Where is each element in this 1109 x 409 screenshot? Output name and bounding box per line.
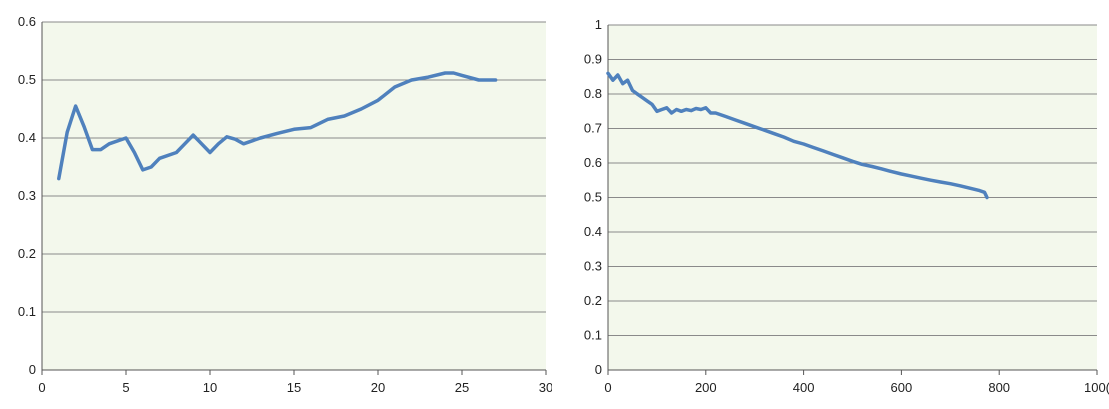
x-tick-label: 100( [1084, 380, 1109, 395]
y-tick-label: 0.7 [584, 121, 602, 136]
x-tick-label: 15 [287, 380, 301, 395]
x-tick-label: 200 [695, 380, 717, 395]
y-tick-label: 0.2 [18, 246, 36, 261]
x-tick-label: 10 [203, 380, 217, 395]
x-tick-label: 5 [122, 380, 129, 395]
x-tick-label: 400 [793, 380, 815, 395]
series-line [57, 71, 498, 181]
x-tick-label: 0 [38, 380, 45, 395]
y-tick-label: 0.5 [18, 72, 36, 87]
y-tick-label: 0.4 [18, 130, 36, 145]
x-tick-label: 0 [604, 380, 611, 395]
right-chart-svg: 0 0.1 0.2 0.3 0.4 0.5 0.6 0.7 0.8 0.9 1 0 200 400 600 8… [584, 17, 1109, 395]
x-tick-label: 30 [539, 380, 552, 395]
y-tick-label: 0.1 [584, 328, 602, 343]
x-tick-label: 600 [891, 380, 913, 395]
y-tick-label: 0 [29, 362, 36, 377]
y-tick-label: 0.6 [584, 155, 602, 170]
y-tick-label: 0.9 [584, 52, 602, 67]
y-tick-label: 0.3 [584, 259, 602, 274]
y-tick-label: 1 [595, 17, 602, 32]
y-tick-label: 0.8 [584, 86, 602, 101]
y-tick-label: 0.5 [584, 190, 602, 205]
x-tick-label: 25 [455, 380, 469, 395]
y-tick-label: 0 [595, 362, 602, 377]
left-line-chart: 0 0.1 0.2 0.3 0.4 0.5 0.6 0 5 10 15 20 25 30 [0, 0, 552, 409]
series-line [606, 71, 989, 200]
left-chart-svg: 0 0.1 0.2 0.3 0.4 0.5 0.6 0 5 10 15 20 25 30 [18, 14, 552, 395]
right-line-chart: 0 0.1 0.2 0.3 0.4 0.5 0.6 0.7 0.8 0.9 1 0 200 400 600 8… [556, 0, 1109, 409]
y-tick-label: 0.6 [18, 14, 36, 29]
x-tick-label: 800 [988, 380, 1010, 395]
x-tick-label: 20 [371, 380, 385, 395]
y-tick-label: 0.4 [584, 224, 602, 239]
y-tick-label: 0.1 [18, 304, 36, 319]
y-tick-label: 0.2 [584, 293, 602, 308]
y-tick-label: 0.3 [18, 188, 36, 203]
